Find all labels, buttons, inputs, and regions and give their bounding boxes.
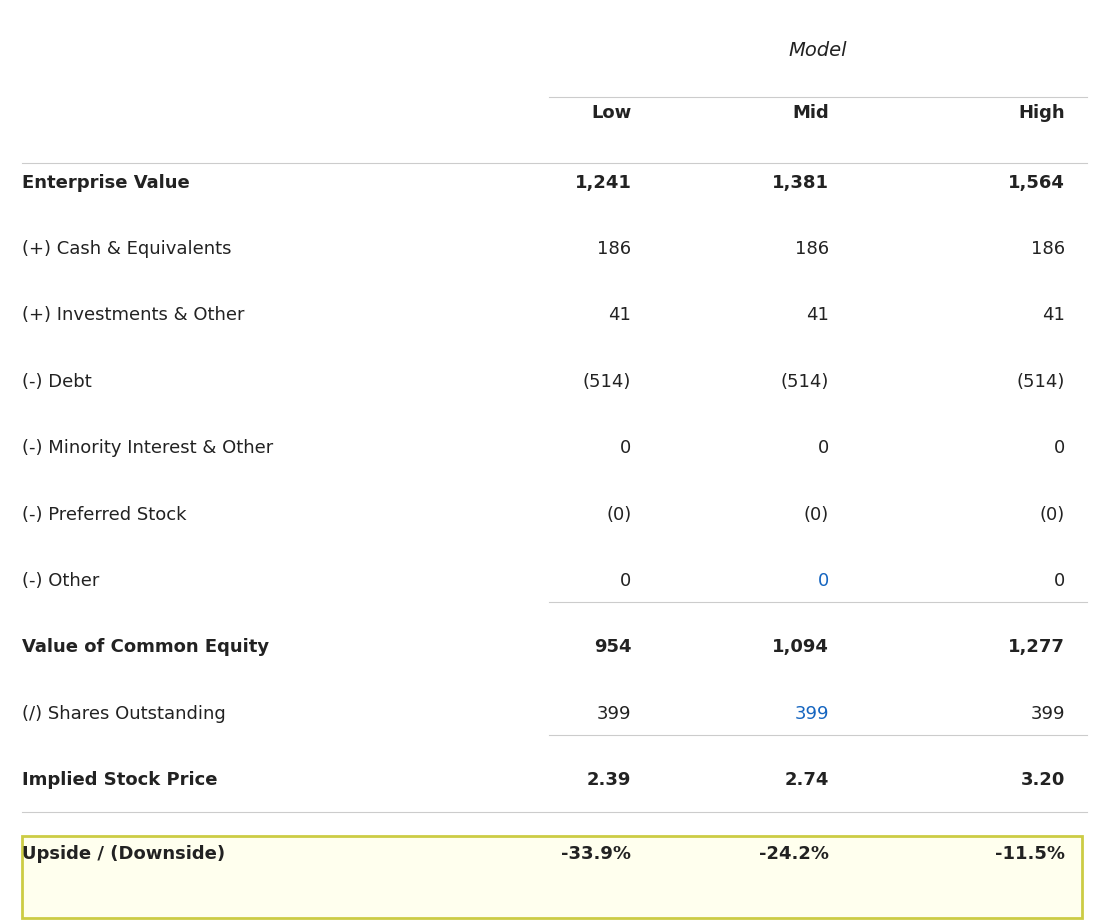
Text: 186: 186 (1031, 240, 1065, 258)
Text: 399: 399 (795, 704, 829, 723)
Text: 1,381: 1,381 (772, 173, 829, 192)
Text: 954: 954 (594, 638, 631, 656)
Text: (+) Investments & Other: (+) Investments & Other (22, 306, 245, 325)
Text: (-) Minority Interest & Other: (-) Minority Interest & Other (22, 439, 273, 457)
Text: High: High (1019, 104, 1065, 123)
Text: 399: 399 (1031, 704, 1065, 723)
Text: 3.20: 3.20 (1021, 771, 1065, 789)
Text: Model: Model (788, 41, 848, 61)
Text: 186: 186 (795, 240, 829, 258)
Text: (514): (514) (781, 372, 829, 391)
Text: (0): (0) (1040, 505, 1065, 524)
Text: 0: 0 (620, 439, 631, 457)
Text: (-) Other: (-) Other (22, 572, 99, 590)
Text: 41: 41 (806, 306, 829, 325)
Text: 1,241: 1,241 (574, 173, 631, 192)
Text: 41: 41 (608, 306, 631, 325)
Text: Upside / (Downside): Upside / (Downside) (22, 845, 225, 863)
Text: -24.2%: -24.2% (759, 845, 829, 863)
Text: 2.39: 2.39 (587, 771, 631, 789)
Text: (-) Preferred Stock: (-) Preferred Stock (22, 505, 187, 524)
Text: Mid: Mid (793, 104, 829, 123)
FancyBboxPatch shape (22, 835, 1082, 918)
Text: 41: 41 (1042, 306, 1065, 325)
Text: (+) Cash & Equivalents: (+) Cash & Equivalents (22, 240, 232, 258)
Text: Implied Stock Price: Implied Stock Price (22, 771, 217, 789)
Text: 399: 399 (597, 704, 631, 723)
Text: 0: 0 (620, 572, 631, 590)
Text: (514): (514) (1017, 372, 1065, 391)
Text: (-) Debt: (-) Debt (22, 372, 92, 391)
Text: Low: Low (591, 104, 631, 123)
Text: (0): (0) (804, 505, 829, 524)
Text: 186: 186 (597, 240, 631, 258)
Text: (/) Shares Outstanding: (/) Shares Outstanding (22, 704, 226, 723)
Text: 2.74: 2.74 (785, 771, 829, 789)
Text: 0: 0 (818, 572, 829, 590)
Text: -11.5%: -11.5% (995, 845, 1065, 863)
Text: Value of Common Equity: Value of Common Equity (22, 638, 269, 656)
Text: 0: 0 (818, 439, 829, 457)
Text: 1,564: 1,564 (1008, 173, 1065, 192)
Text: 0: 0 (1054, 439, 1065, 457)
Text: Enterprise Value: Enterprise Value (22, 173, 190, 192)
Text: 0: 0 (1054, 572, 1065, 590)
Text: 1,277: 1,277 (1008, 638, 1065, 656)
Text: 1,094: 1,094 (772, 638, 829, 656)
Text: -33.9%: -33.9% (561, 845, 631, 863)
Text: (514): (514) (583, 372, 631, 391)
Text: (0): (0) (606, 505, 631, 524)
